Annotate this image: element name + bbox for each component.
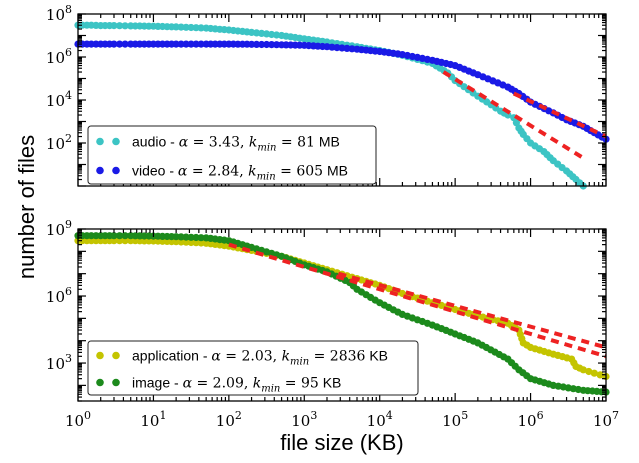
y-tick-label: 103: [46, 352, 72, 373]
data-point: [192, 40, 200, 48]
bottom-legend: application - α = 2.03, kmin = 2836 KB im…: [87, 340, 419, 396]
y-axis-label: number of files: [14, 135, 39, 279]
series-application: [74, 237, 610, 381]
data-point: [110, 237, 118, 245]
y-tick-label: 109: [46, 218, 72, 239]
x-tick-label: 100: [65, 409, 91, 430]
data-point: [268, 41, 276, 49]
y-tick-label: 102: [46, 132, 72, 153]
data-point: [116, 40, 124, 48]
audio-video-panel: 102 104 106 108 audio - α = 3.43, kmin = 81…: [46, 3, 610, 190]
x-axis-label: file size (KB): [280, 430, 403, 455]
x-tick-label: 107: [593, 409, 619, 430]
data-point: [253, 40, 261, 49]
x-tick-labels: 100 101 102 103 104 105 106 107: [65, 409, 619, 430]
x-tick-label: 104: [367, 409, 393, 430]
data-point: [197, 234, 205, 242]
data-point: [187, 40, 195, 48]
data-point: [121, 232, 129, 240]
data-point: [248, 40, 256, 48]
legend-frame: [87, 125, 377, 185]
y-tick-label: 106: [46, 285, 72, 306]
x-tick-label: 105: [442, 409, 468, 430]
x-tick-label: 106: [518, 409, 544, 430]
legend-marker: [96, 137, 104, 146]
legend-marker: [112, 166, 120, 175]
data-point: [110, 40, 118, 48]
legend-label: audio - α = 3.43, kmin = 81 MB: [132, 134, 340, 154]
legend-frame: [87, 340, 419, 396]
data-point: [116, 237, 124, 245]
top-legend: audio - α = 3.43, kmin = 81 MB video - α …: [87, 125, 377, 185]
x-tick-label: 102: [216, 409, 242, 430]
y-tick-label: 106: [46, 46, 72, 67]
data-point: [116, 232, 124, 240]
data-point: [263, 40, 271, 49]
data-point: [579, 366, 587, 374]
data-point: [590, 369, 598, 377]
y-tick-label: 108: [46, 3, 72, 24]
power-law-fit-line: [337, 271, 607, 350]
data-point: [182, 40, 190, 48]
y-tick-label: 104: [46, 89, 72, 110]
x-tick-label: 103: [291, 409, 317, 430]
power-law-fit-line: [512, 91, 607, 139]
data-point: [121, 22, 129, 30]
legend-marker: [112, 351, 120, 360]
legend-marker: [112, 137, 120, 146]
top-plot-area: [74, 21, 610, 190]
data-point: [121, 237, 129, 245]
bottom-axis-ticks: 103 106 109: [46, 218, 607, 402]
data-point: [258, 40, 266, 49]
data-point: [110, 22, 118, 30]
data-point: [110, 232, 118, 240]
legend-label: application - α = 2.03, kmin = 2836 KB: [132, 348, 388, 368]
power-law-fit-line: [228, 242, 607, 359]
data-point: [197, 40, 205, 48]
bottom-plot-area: [74, 232, 610, 396]
data-point: [197, 239, 205, 247]
data-point: [121, 40, 129, 48]
data-point: [197, 24, 205, 32]
legend-label: image - α = 2.09, kmin = 95 KB: [132, 375, 341, 395]
series-image: [74, 232, 610, 396]
legend-marker: [96, 351, 104, 360]
data-point: [273, 41, 281, 49]
data-point: [585, 367, 593, 376]
data-point: [172, 40, 180, 48]
application-image-panel: 103 106 109 application - α = 2.03, kmin =…: [46, 218, 610, 402]
legend-marker: [96, 378, 104, 387]
x-tick-label: 101: [140, 409, 166, 430]
data-point: [596, 371, 604, 379]
bottom-axes-frame: [77, 228, 607, 402]
legend-marker: [96, 166, 104, 175]
data-point: [177, 40, 185, 48]
legend-marker: [112, 378, 120, 387]
data-point: [116, 22, 124, 30]
legend-label: video - α = 2.84, kmin = 605 MB: [132, 163, 348, 183]
